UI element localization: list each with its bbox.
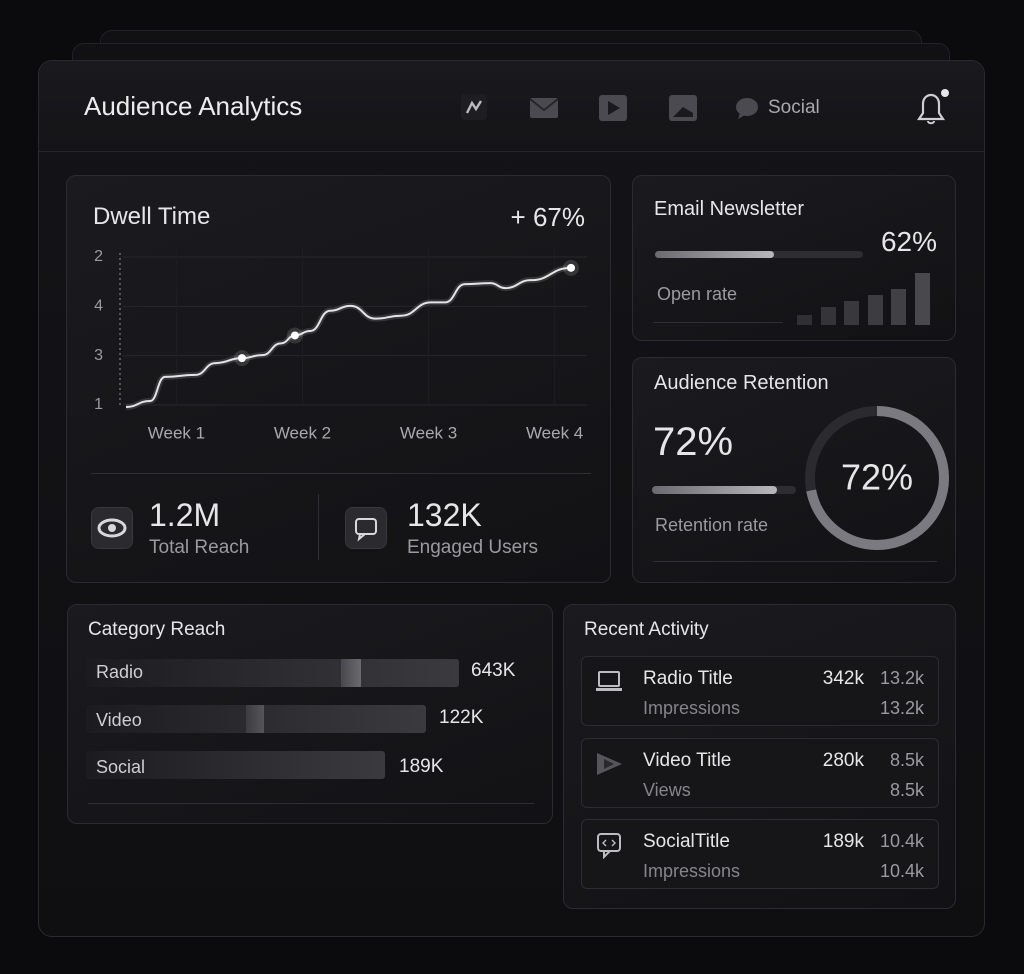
app-title: Audience Analytics — [84, 91, 303, 121]
nav-image[interactable] — [669, 95, 697, 121]
line — [125, 266, 572, 408]
category-value: 189K — [399, 756, 444, 777]
y-tick-label: 3 — [94, 347, 103, 364]
email-card: Email Newsletter 62% Open rate — [632, 175, 956, 341]
category-label: Radio — [96, 662, 144, 682]
mini-bar — [868, 295, 883, 325]
recent-card: Recent Activity Radio Title Impressions … — [563, 604, 956, 909]
mini-bar — [915, 273, 930, 325]
nav — [461, 94, 758, 121]
card-title: Audience Retention — [654, 372, 829, 394]
item-title: Video Title — [643, 750, 732, 771]
stat-value: 1.2M — [149, 497, 221, 533]
line-chart: 2 4 3 1 Week 1 Week 2 Week 3 Week 4 — [94, 247, 587, 442]
category-value: 122K — [439, 707, 484, 728]
nav-email[interactable] — [529, 98, 559, 118]
progress-fill — [652, 486, 777, 494]
dwell-time-card: Dwell Time + 67% 2 4 3 1 Week 1 Week 2 Week 3 W… — [66, 175, 611, 583]
item-value: 189k — [822, 831, 864, 852]
y-tick-label: 2 — [94, 248, 103, 265]
divider — [88, 803, 534, 804]
activity-item[interactable]: SocialTitle Impressions 189k 10.4k 10.4k — [581, 819, 939, 889]
icon-chat — [345, 507, 387, 549]
ring-arc — [805, 406, 949, 550]
item-secondary: 10.4k — [879, 861, 924, 881]
progress-track — [655, 251, 863, 258]
stat-label: Engaged Users — [407, 537, 538, 558]
item-subtitle: Views — [643, 780, 691, 800]
divider — [653, 322, 783, 323]
item-title: SocialTitle — [643, 831, 730, 852]
category-bar — [86, 659, 459, 687]
x-tick-label: Week 2 — [274, 423, 331, 442]
card-title: Email Newsletter — [654, 198, 805, 220]
activity-item[interactable]: Radio Title Impressions 342k 13.2k 13.2k — [581, 656, 939, 726]
icon-laptop — [596, 671, 622, 691]
card-title: Recent Activity — [584, 619, 709, 640]
icon-eye — [91, 507, 133, 549]
point — [567, 263, 575, 272]
activity-item[interactable]: Video Title Views 280k 8.5k 8.5k — [581, 738, 939, 808]
retention-card: Audience Retention 72% Retention rate 72… — [632, 357, 956, 583]
mini-bar — [797, 315, 812, 325]
item-subtitle: Impressions — [643, 861, 741, 881]
item-subtitle: Impressions — [643, 698, 741, 718]
divider — [318, 494, 319, 560]
nav-analytics[interactable] — [461, 94, 487, 120]
category-card: Category Reach Radio 643K Video 122K Soc… — [67, 604, 553, 824]
item-secondary: 13.2k — [879, 668, 924, 688]
nav-social-label[interactable]: Social — [768, 97, 820, 118]
stat-value: 132K — [407, 497, 482, 533]
mini-bar — [821, 307, 836, 325]
item-title: Radio Title — [643, 668, 733, 689]
nav-social[interactable] — [736, 98, 758, 119]
nav-video[interactable] — [599, 95, 627, 121]
category-bar — [86, 751, 385, 779]
item-value: 280k — [822, 750, 864, 771]
item-secondary: 13.2k — [879, 698, 924, 718]
progress-track — [652, 486, 796, 494]
y-tick-label: 1 — [94, 396, 103, 413]
divider — [91, 473, 591, 474]
ring-chart: 72% — [805, 406, 949, 550]
icon-code-chat — [597, 833, 621, 860]
email-value: 62% — [880, 226, 937, 257]
card-title: Category Reach — [88, 619, 226, 640]
item-value: 342k — [822, 668, 864, 689]
divider — [653, 561, 937, 562]
item-secondary: 8.5k — [889, 780, 924, 800]
header: Audience Analytics Social — [39, 61, 984, 152]
category-label: Video — [96, 710, 142, 730]
mini-bar — [844, 301, 859, 325]
caption: Open rate — [657, 284, 738, 304]
card-title: Dwell Time — [93, 203, 211, 230]
x-tick-label: Week 1 — [148, 423, 205, 442]
retention-value: 72% — [653, 420, 734, 464]
stat-label: Total Reach — [149, 537, 250, 558]
ring-label: 72% — [841, 457, 913, 498]
item-secondary: 10.4k — [879, 831, 924, 851]
icon-play — [597, 753, 622, 775]
category-bar — [86, 705, 426, 733]
category-value: 643K — [471, 660, 516, 681]
notifications[interactable] — [911, 87, 951, 127]
point — [290, 331, 299, 340]
item-secondary: 8.5k — [889, 750, 924, 770]
x-tick-label: Week 3 — [400, 423, 457, 442]
change: + 67% — [510, 202, 585, 232]
progress-fill — [655, 251, 774, 258]
category-label: Social — [96, 757, 146, 777]
point — [237, 354, 246, 363]
mini-bar — [891, 289, 906, 325]
x-tick-label: Week 4 — [526, 423, 583, 442]
y-tick-label: 4 — [94, 298, 103, 315]
caption: Retention rate — [655, 515, 769, 535]
